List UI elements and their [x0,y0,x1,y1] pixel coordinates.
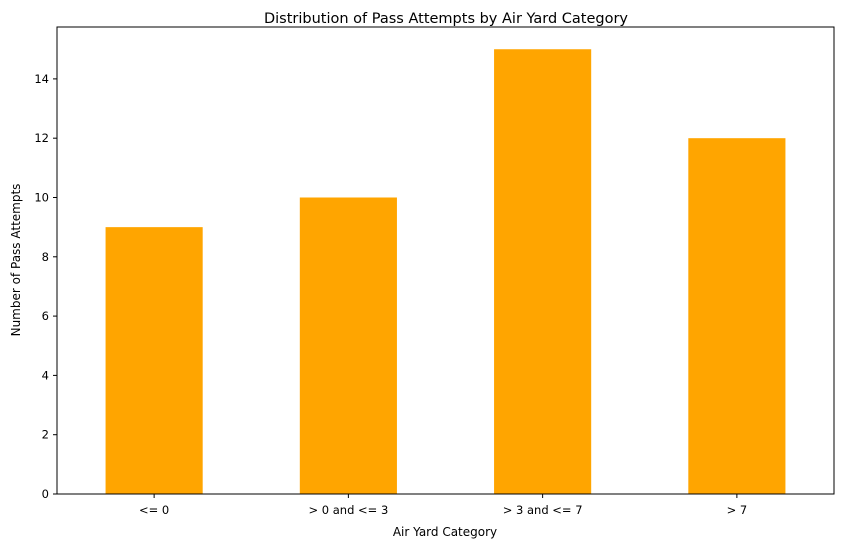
y-tick-label: 4 [42,368,49,382]
bar-0 [105,227,203,494]
x-tick-label: <= 0 [139,503,169,517]
bar-1 [299,197,397,494]
bar-2 [494,49,592,494]
y-tick-label: 2 [42,428,49,442]
plot-frame [56,26,835,495]
y-tick-label: 14 [34,72,49,86]
y-tick-label: 6 [42,309,49,323]
x-tick-label: > 3 and <= 7 [503,503,583,517]
x-axis-label: Air Yard Category [393,525,497,539]
bars-group [105,49,786,494]
y-tick-label: 0 [42,487,49,501]
y-tick-label: 8 [42,250,49,264]
x-tick-label: > 0 and <= 3 [308,503,388,517]
y-tick-label: 10 [34,190,49,204]
y-axis-label: Number of Pass Attempts [9,184,23,337]
bar-3 [688,138,786,494]
x-tick-label: > 7 [727,503,748,517]
y-axis-ticks: 0 2 4 6 8 10 12 14 [34,72,57,501]
y-tick-label: 12 [34,131,49,145]
chart-title: Distribution of Pass Attempts by Air Yar… [264,11,628,27]
x-axis-ticks: <= 0 > 0 and <= 3 > 3 and <= 7 > 7 [139,494,747,517]
